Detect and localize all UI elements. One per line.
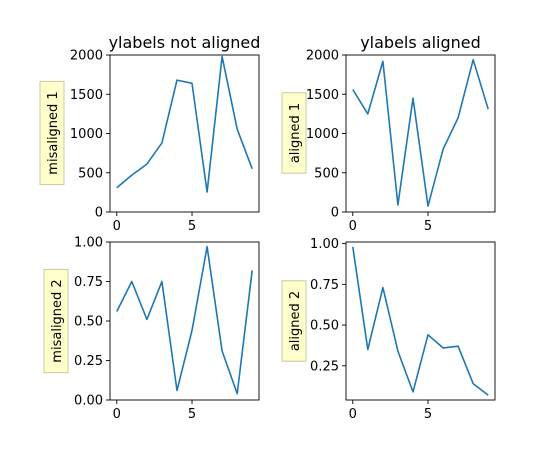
subplot-title: ylabels not aligned: [109, 33, 261, 52]
y-tick-label: 1500: [306, 88, 339, 103]
subplot-1: 0 5 0 500 1000 1500 2000 ylabels not aligned mis…: [39, 33, 261, 234]
y-axis-label: aligned 2: [288, 291, 303, 351]
x-tick-label: 5: [424, 407, 432, 422]
ylabel-box: misaligned 1: [39, 80, 65, 186]
x-tick-label: 0: [349, 407, 357, 422]
ylabel-background: [39, 80, 65, 186]
y-tick-label: 0.75: [310, 278, 339, 293]
y-axis-label: misaligned 1: [46, 91, 61, 174]
subplot-3: 0 5 0.00 0.25 0.50 0.75 1.00 misaligned 2: [43, 236, 260, 422]
y-tick-label: 1000: [70, 127, 103, 142]
axes-frame: [109, 54, 260, 213]
x-tick-label: 0: [113, 407, 121, 422]
y-tick-label: 500: [78, 166, 103, 181]
ylabel-box: aligned 1: [281, 92, 307, 174]
series-line: [116, 55, 253, 193]
series-line: [352, 246, 489, 396]
y-tick-label: 1.00: [74, 236, 103, 251]
y-tick-label: 0.50: [310, 319, 339, 334]
x-tick-label: 0: [113, 219, 121, 234]
x-tick-label: 5: [188, 219, 196, 234]
y-tick-label: 500: [314, 166, 339, 181]
x-tick-label: 5: [188, 407, 196, 422]
axes-frame: [109, 241, 260, 401]
x-tick-label: 5: [424, 219, 432, 234]
y-tick-label: 0.25: [310, 359, 339, 374]
y-tick-label: 0: [331, 206, 339, 221]
y-tick-label: 1500: [70, 88, 103, 103]
y-axis-label: misaligned 2: [50, 279, 65, 362]
y-tick-label: 0.50: [74, 315, 103, 330]
ylabel-background: [281, 92, 307, 174]
ylabel-background: [43, 268, 69, 374]
y-tick-label: 0.75: [74, 275, 103, 290]
series-line: [352, 58, 489, 207]
y-tick-label: 2000: [70, 49, 103, 64]
subplot-4: 0 5 0.25 0.50 0.75 1.00 aligned 2: [281, 237, 496, 422]
y-tick-label: 2000: [306, 49, 339, 64]
axes-frame: [345, 241, 496, 401]
y-tick-label: 0.25: [74, 354, 103, 369]
ylabel-box: aligned 2: [281, 280, 307, 362]
axes-frame: [345, 54, 496, 213]
x-tick-label: 0: [349, 219, 357, 234]
y-axis-label: aligned 1: [288, 103, 303, 163]
ylabel-background: [281, 280, 307, 362]
y-tick-label: 0: [95, 206, 103, 221]
subplot-title: ylabels aligned: [360, 33, 481, 52]
subplot-2: 0 5 0 500 1000 1500 2000 ylabels aligned aligned…: [281, 33, 496, 234]
ylabel-box: misaligned 2: [43, 268, 69, 374]
y-tick-label: 1000: [306, 127, 339, 142]
series-line: [116, 245, 253, 395]
y-tick-label: 0.00: [74, 394, 103, 409]
y-tick-label: 1.00: [310, 237, 339, 252]
